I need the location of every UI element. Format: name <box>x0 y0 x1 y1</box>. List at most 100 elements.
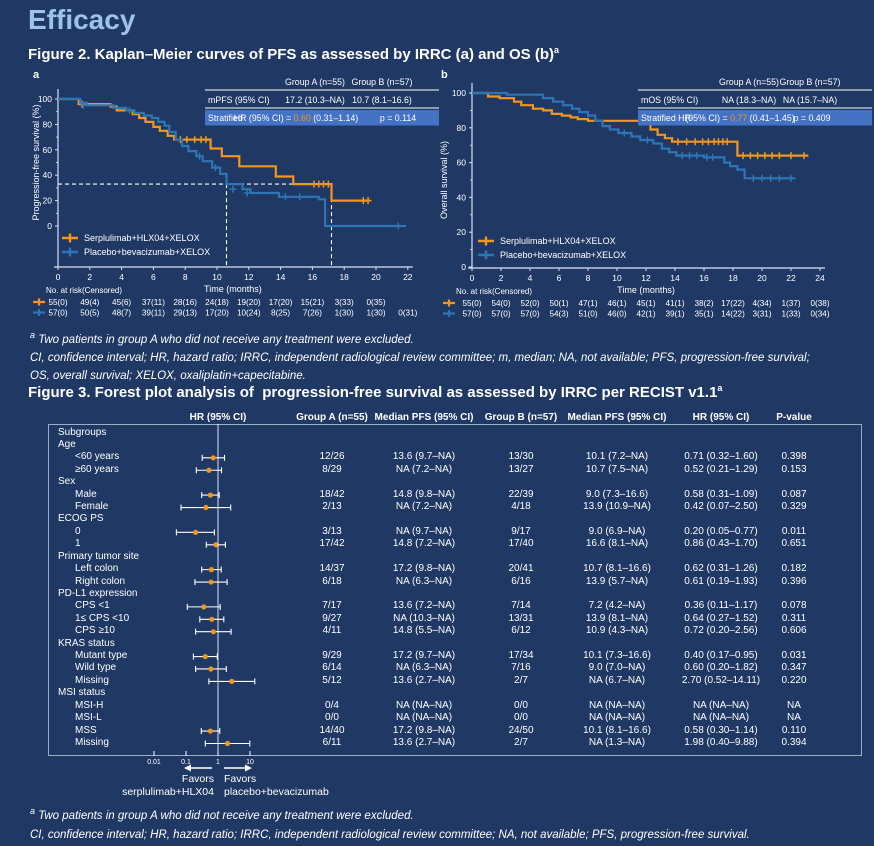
risk-row-marker <box>33 298 45 306</box>
forest-cell-p: 0.087 <box>781 488 807 500</box>
risk-count: 46(1) <box>607 299 626 308</box>
forest-header-group-b: Group B (n=57) <box>484 412 558 423</box>
forest-whisker <box>195 665 227 672</box>
forest-point <box>210 629 216 635</box>
risk-count: 7(26) <box>303 309 322 318</box>
forest-cell-p: 0.651 <box>781 538 807 550</box>
figure2-caption-text: Figure 2. Kaplan–Meier curves of PFS as … <box>28 46 554 63</box>
forest-cell-median-b: NA (NA–NA) <box>588 712 646 724</box>
forest-cell-median-b: 9.0 (7.0–NA) <box>588 662 646 674</box>
stratified-label: Stratified <box>208 113 243 123</box>
stats-row-label: mOS (95% CI) <box>641 95 698 105</box>
forest-cell-median-a: NA (10.3–NA) <box>393 612 455 624</box>
forest-cell-p: NA <box>787 712 801 724</box>
x-tick-label: 12 <box>244 272 254 282</box>
forest-point <box>208 666 214 672</box>
figure2-footnote-superscript: a <box>30 330 36 340</box>
stats-box: Group A (n=55) Group B (n=57) mOS (95% CI)… <box>638 77 872 126</box>
risk-count: 39(11) <box>142 309 165 318</box>
forest-whisker <box>204 740 251 747</box>
forest-section-label: Age <box>58 438 76 450</box>
forest-header-median-b: Median PFS (95% CI) <box>567 412 667 423</box>
forest-cell-group-b: 0/0 <box>514 699 528 711</box>
stats-box: Group A (n=55) Group B (n=57) mPFS (95% CI… <box>205 77 439 126</box>
stratified-hr-text: HR (95% CI) = 0.60 (0.31–1.14) <box>234 113 359 123</box>
risk-count: 38(2) <box>694 299 713 308</box>
forest-cell-p: 0.182 <box>781 563 807 575</box>
censor-mark <box>746 152 754 160</box>
legend-marker <box>478 250 494 260</box>
forest-subgroup-label: Wild type <box>75 662 117 674</box>
y-tick-label: 20 <box>43 196 53 206</box>
forest-point <box>224 740 231 747</box>
forest-cell-median-a: NA (6.3–NA) <box>395 662 453 674</box>
stats-median-a: NA (18.3–NA) <box>722 95 776 105</box>
forest-header-plot: HR (95% CI) <box>189 412 247 423</box>
forest-cell-group-b: 6/12 <box>511 625 531 637</box>
figure3-footnote-text: Two patients in group A who did not rece… <box>35 809 414 822</box>
forest-cell-median-b: 10.9 (4.3–NA) <box>585 625 649 637</box>
risk-count: 29(13) <box>173 309 197 318</box>
risk-count: 55(0) <box>462 299 481 308</box>
forest-cell-group-a: 9/29 <box>322 650 342 662</box>
forest-cell-median-a: 17.2 (9.8–NA) <box>392 724 456 736</box>
forest-section-label: KRAS status <box>58 637 115 649</box>
forest-cell-median-b: 9.0 (6.9–NA) <box>588 525 646 537</box>
censor-mark <box>723 138 731 146</box>
censor-mark <box>739 152 747 160</box>
forest-cell-median-b: 10.7 (7.5–NA) <box>585 463 649 475</box>
figure3-footnote: a Two patients in group A who did not re… <box>30 802 750 826</box>
forest-cell-p: 0.329 <box>781 501 807 513</box>
forest-cell-median-b: NA (1.3–NA) <box>588 737 646 748</box>
forest-section-label: ECOG PS <box>58 513 104 525</box>
forest-cell-median-a: 13.6 (2.7–NA) <box>392 737 456 748</box>
forest-point <box>201 604 207 610</box>
legend-marker <box>62 233 78 243</box>
forest-subgroup-label: 1 <box>75 538 81 550</box>
risk-count: 35(1) <box>694 310 713 319</box>
risk-count: 17(20) <box>269 298 293 307</box>
legend-label: Serplulimab+HLX04+XELOX <box>500 236 616 246</box>
risk-count: 57(0) <box>491 310 510 319</box>
forest-cell-median-a: NA (NA–NA) <box>395 699 453 711</box>
y-tick-label: 0 <box>47 221 52 231</box>
stats-median-b: NA (15.7–NA) <box>783 95 837 105</box>
forest-point <box>193 529 199 535</box>
risk-row-marker <box>33 309 45 316</box>
x-tick-label: 6 <box>151 272 156 282</box>
risk-count: 15(21) <box>301 298 325 307</box>
forest-whisker <box>195 628 232 635</box>
stratified-p-value: p = 0.409 <box>794 113 831 123</box>
forest-subgroup-label: Right colon <box>75 575 126 587</box>
forest-whisker <box>175 529 215 536</box>
forest-subgroup-label: 1≤ CPS <10 <box>75 612 130 624</box>
forest-cell-median-a: NA (6.3–NA) <box>395 575 453 587</box>
forest-cell-group-b: 4/18 <box>511 501 531 513</box>
risk-count: 47(1) <box>578 299 597 308</box>
forest-cell-median-b: 10.1 (8.1–16.6) <box>583 724 651 736</box>
y-tick-label: 80 <box>457 123 467 133</box>
stratified-label: Stratified HR <box>641 113 691 123</box>
forest-whisker <box>192 653 218 660</box>
forest-cell-group-a: 8/29 <box>322 463 342 475</box>
censor-mark <box>183 136 191 144</box>
risk-count: 4(34) <box>752 299 771 308</box>
censor-mark <box>394 222 402 230</box>
forest-cell-group-b: 9/17 <box>511 525 531 537</box>
risk-count: 49(4) <box>80 298 99 307</box>
y-tick-label: 60 <box>43 145 53 155</box>
figure2-footnote-text: Two patients in group A who did not rece… <box>35 333 414 346</box>
forest-subgroup-label: MSI-H <box>75 699 104 711</box>
forest-cell-median-a: NA (7.2–NA) <box>395 501 453 513</box>
y-tick-label: 100 <box>452 88 466 98</box>
forest-subgroup-label: Mutant type <box>75 650 128 662</box>
forest-cell-median-b: 16.6 (8.1–NA) <box>585 538 649 550</box>
forest-plot-overlay: 0.01 0.1 1 10 <box>0 406 874 846</box>
forest-point <box>203 504 209 511</box>
x-tick-label: 0 <box>470 273 475 283</box>
forest-cell-median-b: NA (6.7–NA) <box>588 674 646 686</box>
forest-cell-group-b: 22/39 <box>508 488 534 500</box>
risk-row-marker <box>443 299 455 307</box>
forest-cell-hr: NA (NA–NA) <box>692 699 750 711</box>
